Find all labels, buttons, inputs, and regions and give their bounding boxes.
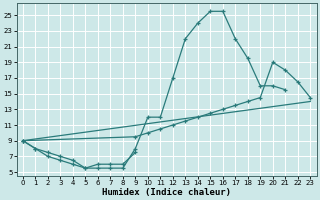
X-axis label: Humidex (Indice chaleur): Humidex (Indice chaleur) (102, 188, 231, 197)
